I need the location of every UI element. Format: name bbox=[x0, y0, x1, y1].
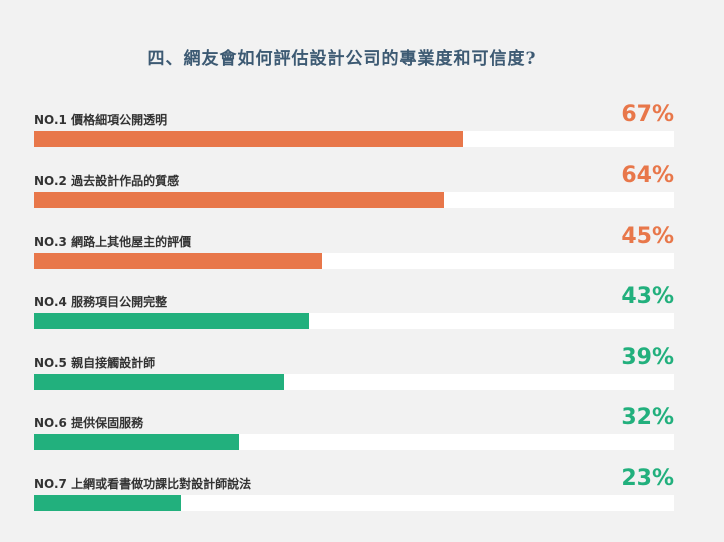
bar-6 bbox=[34, 434, 239, 450]
bar-label-6: NO.6 提供保固服務 bbox=[34, 416, 144, 430]
bar-value-label-7: 23% bbox=[621, 466, 674, 491]
bar-row-3: NO.3 網路上其他屋主的評價 45% bbox=[34, 224, 674, 275]
bar-row-1: NO.1 價格細項公開透明 67% bbox=[34, 102, 674, 153]
bar-row-4: NO.4 服務項目公開完整 43% bbox=[34, 284, 674, 335]
bar-value-label-6: 32% bbox=[621, 405, 674, 430]
bar-label-1: NO.1 價格細項公開透明 bbox=[34, 113, 168, 127]
bar-row-7: NO.7 上網或看書做功課比對設計師說法 23% bbox=[34, 466, 674, 517]
bar-5 bbox=[34, 374, 284, 390]
bar-3 bbox=[34, 253, 322, 269]
bar-track-2 bbox=[34, 192, 674, 208]
bar-track-7 bbox=[34, 495, 674, 511]
bar-value-label-3: 45% bbox=[621, 224, 674, 249]
bar-row-5: NO.5 親自接觸設計師 39% bbox=[34, 345, 674, 396]
bar-label-4: NO.4 服務項目公開完整 bbox=[34, 295, 168, 309]
bar-1 bbox=[34, 131, 463, 147]
bar-row-6: NO.6 提供保固服務 32% bbox=[34, 405, 674, 456]
bar-value-label-2: 64% bbox=[621, 163, 674, 188]
bar-label-3: NO.3 網路上其他屋主的評價 bbox=[34, 235, 192, 249]
bar-4 bbox=[34, 313, 310, 329]
bar-label-2: NO.2 過去設計作品的質感 bbox=[34, 174, 180, 188]
bar-2 bbox=[34, 192, 444, 208]
bar-track-5 bbox=[34, 374, 674, 390]
bar-row-2: NO.2 過去設計作品的質感 64% bbox=[34, 163, 674, 214]
bar-label-7: NO.7 上網或看書做功課比對設計師說法 bbox=[34, 477, 252, 491]
bar-track-3 bbox=[34, 253, 674, 269]
chart-title: 四、網友會如何評估設計公司的專業度和可信度? bbox=[147, 49, 537, 69]
bar-value-label-1: 67% bbox=[621, 102, 674, 127]
bar-value-label-4: 43% bbox=[621, 284, 674, 309]
bar-track-1 bbox=[34, 131, 674, 147]
bar-7 bbox=[34, 495, 182, 511]
bar-value-label-5: 39% bbox=[621, 345, 674, 370]
bar-track-6 bbox=[34, 434, 674, 450]
bar-label-5: NO.5 親自接觸設計師 bbox=[34, 356, 156, 370]
bar-track-4 bbox=[34, 313, 674, 329]
